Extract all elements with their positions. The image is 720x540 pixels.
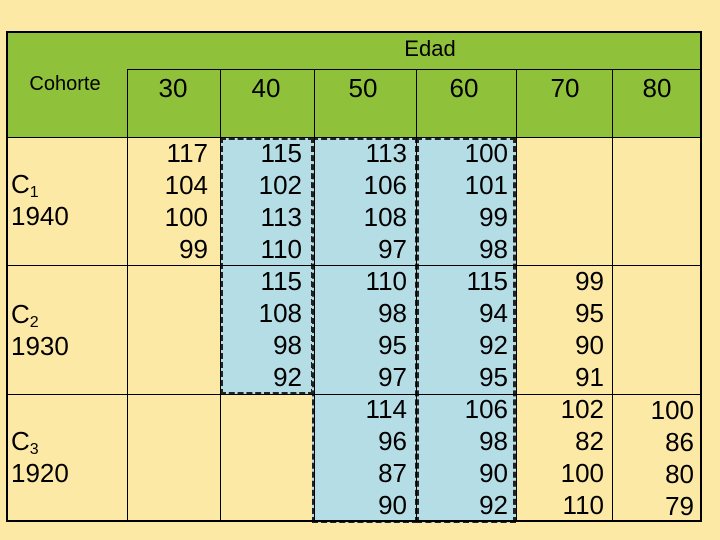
- age-header-30: 30: [158, 73, 188, 103]
- table-cell: 104: [164, 170, 208, 200]
- highlight-age40: [220, 137, 314, 395]
- table-cell: 82: [575, 426, 604, 456]
- cohorte-header: Cohorte: [29, 73, 101, 95]
- cohort-id: C: [11, 426, 30, 456]
- table-cell: 100: [164, 202, 208, 232]
- age-header-60: 60: [449, 73, 479, 103]
- cohort-year: 1940: [11, 201, 69, 231]
- table-cell: 92: [273, 362, 302, 392]
- table-cell: 114: [365, 394, 407, 424]
- table-cell: 99: [179, 234, 208, 264]
- table-cell: 98: [378, 298, 407, 328]
- table-cell: 106: [363, 170, 407, 200]
- age-header-80: 80: [642, 73, 672, 103]
- table-cell: 92: [479, 490, 508, 520]
- column-age30: 117 104 100 99: [128, 137, 208, 265]
- header-band: [6, 31, 702, 137]
- table-cell: 117: [166, 138, 208, 168]
- cohort-sub: 3: [29, 441, 39, 458]
- table-cell: 96: [378, 426, 407, 456]
- table-frame: [6, 31, 702, 522]
- cohort-sub: 1: [29, 184, 39, 201]
- table-cell: 113: [365, 138, 407, 168]
- table-cell: 101: [464, 170, 508, 200]
- cohort-year: 1930: [11, 331, 69, 361]
- cohort-label-3: C3 1920: [11, 425, 69, 489]
- table-cell: 100: [464, 138, 508, 168]
- table-cell: 115: [260, 138, 302, 168]
- age-header-70: 70: [550, 73, 580, 103]
- divider-col-50: [416, 69, 417, 522]
- age-header-50: 50: [348, 73, 378, 103]
- table-cell: 110: [365, 266, 407, 296]
- divider-col-60: [516, 69, 517, 522]
- table-cell: 92: [479, 330, 508, 360]
- table-cell: 102: [560, 394, 604, 424]
- table-cell: 98: [479, 426, 508, 456]
- table-cell: 95: [378, 330, 407, 360]
- table-cell: 87: [378, 458, 407, 488]
- table-cell: 110: [260, 234, 302, 264]
- column-age70: 99 95 90 91 102 82 100 110: [524, 265, 604, 521]
- divider-under-edad: [127, 69, 702, 70]
- table-cell: 97: [378, 362, 407, 392]
- cohort-label-1: C1 1940: [11, 168, 69, 232]
- column-age60: 100 101 99 98 115 94 92 95 106 98 90 92: [428, 137, 508, 521]
- table-cell: 108: [363, 202, 407, 232]
- table-cell: 110: [562, 490, 604, 520]
- highlight-age60: [416, 137, 516, 523]
- table-cell: 95: [575, 298, 604, 328]
- cohort-label-2: C2 1930: [11, 298, 69, 362]
- table-cell: 98: [273, 330, 302, 360]
- divider-col-30: [220, 69, 221, 522]
- table-cell: 90: [479, 458, 508, 488]
- column-age80: 100 86 80 79: [614, 394, 694, 522]
- table-cell: 100: [560, 458, 604, 488]
- table-cell: 102: [258, 170, 302, 200]
- table-cell: 99: [479, 202, 508, 232]
- table-cell: 113: [260, 202, 302, 232]
- cohort-year: 1920: [11, 458, 69, 488]
- table-cell: 99: [575, 266, 604, 296]
- table-cell: 115: [466, 266, 508, 296]
- edad-header: Edad: [404, 36, 456, 61]
- table-cell: 94: [479, 298, 508, 328]
- table-cell: 95: [479, 362, 508, 392]
- table-cell: 115: [260, 266, 302, 296]
- divider-col-70: [612, 69, 613, 522]
- column-age50: 113 106 108 97 110 98 95 97 114 96 87 90: [327, 137, 407, 521]
- divider-col-cohorte: [127, 69, 128, 522]
- table-cell: 98: [479, 234, 508, 264]
- divider-row-1: [6, 265, 702, 266]
- table-cell: 100: [650, 395, 694, 425]
- table-cell: 90: [378, 490, 407, 520]
- table-cell: 97: [378, 234, 407, 264]
- table-cell: 79: [665, 491, 694, 521]
- table-cell: 80: [665, 459, 694, 489]
- cohort-id: C: [11, 299, 30, 329]
- table-cell: 86: [665, 427, 694, 457]
- table-cell: 108: [258, 298, 302, 328]
- cohort-id: C: [11, 169, 30, 199]
- table-cell: 106: [464, 394, 508, 424]
- age-header-40: 40: [251, 73, 281, 103]
- divider-under-header: [6, 137, 702, 138]
- divider-col-40: [314, 69, 315, 522]
- table-cell: 91: [575, 362, 604, 392]
- column-age40: 115 102 113 110 115 108 98 92: [222, 137, 302, 393]
- divider-row-2: [6, 394, 702, 395]
- cohort-sub: 2: [29, 314, 39, 331]
- table-cell: 90: [575, 330, 604, 360]
